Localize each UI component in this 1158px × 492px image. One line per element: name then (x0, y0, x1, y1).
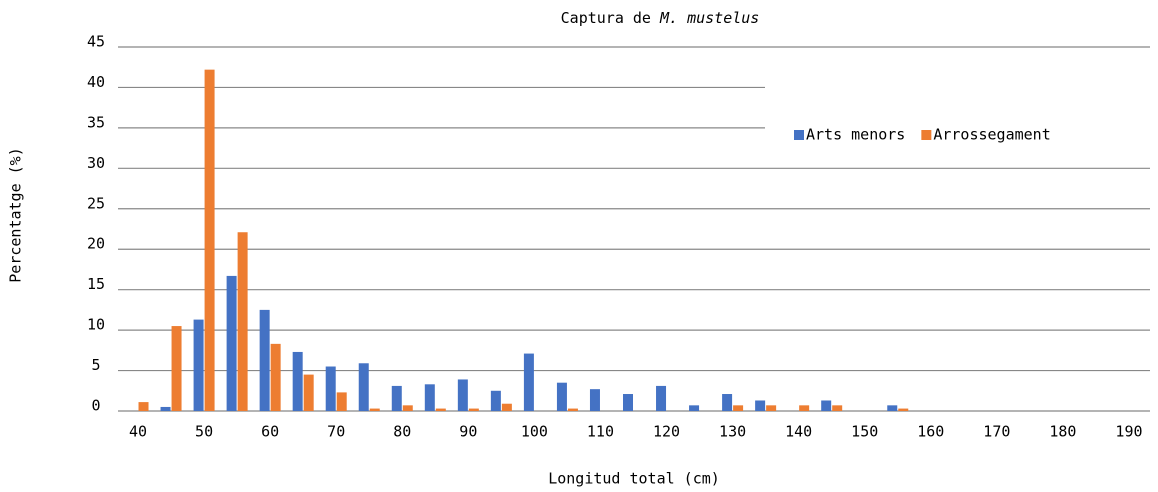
y-tick-label: 10 (87, 316, 105, 334)
bar (589, 389, 600, 411)
x-tick-label: 130 (719, 423, 746, 441)
bar (325, 366, 336, 411)
y-tick-label: 15 (87, 275, 105, 293)
y-tick-label: 35 (87, 113, 105, 131)
y-tick-label: 40 (87, 73, 105, 91)
bar (369, 408, 380, 411)
y-tick-label: 0 (91, 397, 100, 415)
x-tick-label: 50 (195, 423, 213, 441)
bar (755, 400, 766, 411)
bar (832, 405, 843, 411)
x-tick-label: 180 (1049, 423, 1076, 441)
bar (204, 69, 215, 411)
title-italic: M. mustelus (659, 9, 759, 27)
x-tick-label: 150 (851, 423, 878, 441)
bar (556, 382, 567, 411)
x-tick-label: 190 (1115, 423, 1142, 441)
x-tick-label: 160 (917, 423, 944, 441)
chart-title: Captura de M. mustelus (561, 9, 760, 27)
bar (468, 408, 479, 411)
legend-label: Arrossegament (933, 126, 1050, 144)
legend-swatch (921, 130, 932, 140)
y-tick-label: 5 (91, 356, 100, 374)
bar (160, 406, 171, 411)
y-tick-label: 25 (87, 194, 105, 212)
bar (336, 392, 347, 411)
legend-box (765, 78, 1155, 138)
bar (457, 379, 468, 411)
bar (733, 405, 744, 411)
x-tick-label: 90 (459, 423, 477, 441)
bar (799, 405, 810, 411)
bar (656, 385, 667, 411)
y-tick-label: 45 (87, 33, 105, 51)
bar (292, 351, 303, 411)
legend-swatch (794, 130, 804, 140)
bar (623, 394, 633, 411)
bar (424, 384, 435, 411)
bar (501, 403, 512, 411)
bar (237, 232, 248, 411)
bar (435, 408, 446, 411)
y-tick-label: 20 (87, 235, 105, 253)
y-tick-label: 30 (87, 154, 105, 172)
bar (722, 394, 733, 411)
bar (226, 275, 237, 411)
title-text: Captura de (561, 9, 651, 27)
x-tick-label: 40 (129, 423, 147, 441)
bar (898, 408, 909, 411)
bar (391, 385, 402, 411)
bar (171, 326, 182, 411)
legend-label: Arts menors (806, 126, 905, 144)
bar (270, 343, 281, 411)
x-axis-title: Longitud total (cm) (548, 470, 720, 488)
x-tick-label: 140 (785, 423, 812, 441)
bar (402, 405, 413, 411)
x-tick-label: 60 (261, 423, 279, 441)
bar (358, 363, 369, 411)
x-tick-label: 80 (393, 423, 411, 441)
bar (887, 405, 898, 411)
bar (490, 390, 501, 411)
y-axis-title: Percentatge (%) (7, 147, 25, 282)
x-tick-label: 70 (327, 423, 345, 441)
bar (689, 405, 700, 411)
x-tick-label: 120 (653, 423, 680, 441)
x-tick-label: 110 (587, 423, 614, 441)
bar (567, 408, 578, 411)
x-tick-label: 170 (983, 423, 1010, 441)
bar (766, 405, 777, 411)
bar (303, 374, 314, 411)
x-tick-label: 100 (521, 423, 548, 441)
bar (259, 309, 270, 411)
bar (193, 319, 204, 411)
bar (821, 400, 832, 411)
bar (523, 353, 534, 411)
bar (138, 402, 149, 411)
